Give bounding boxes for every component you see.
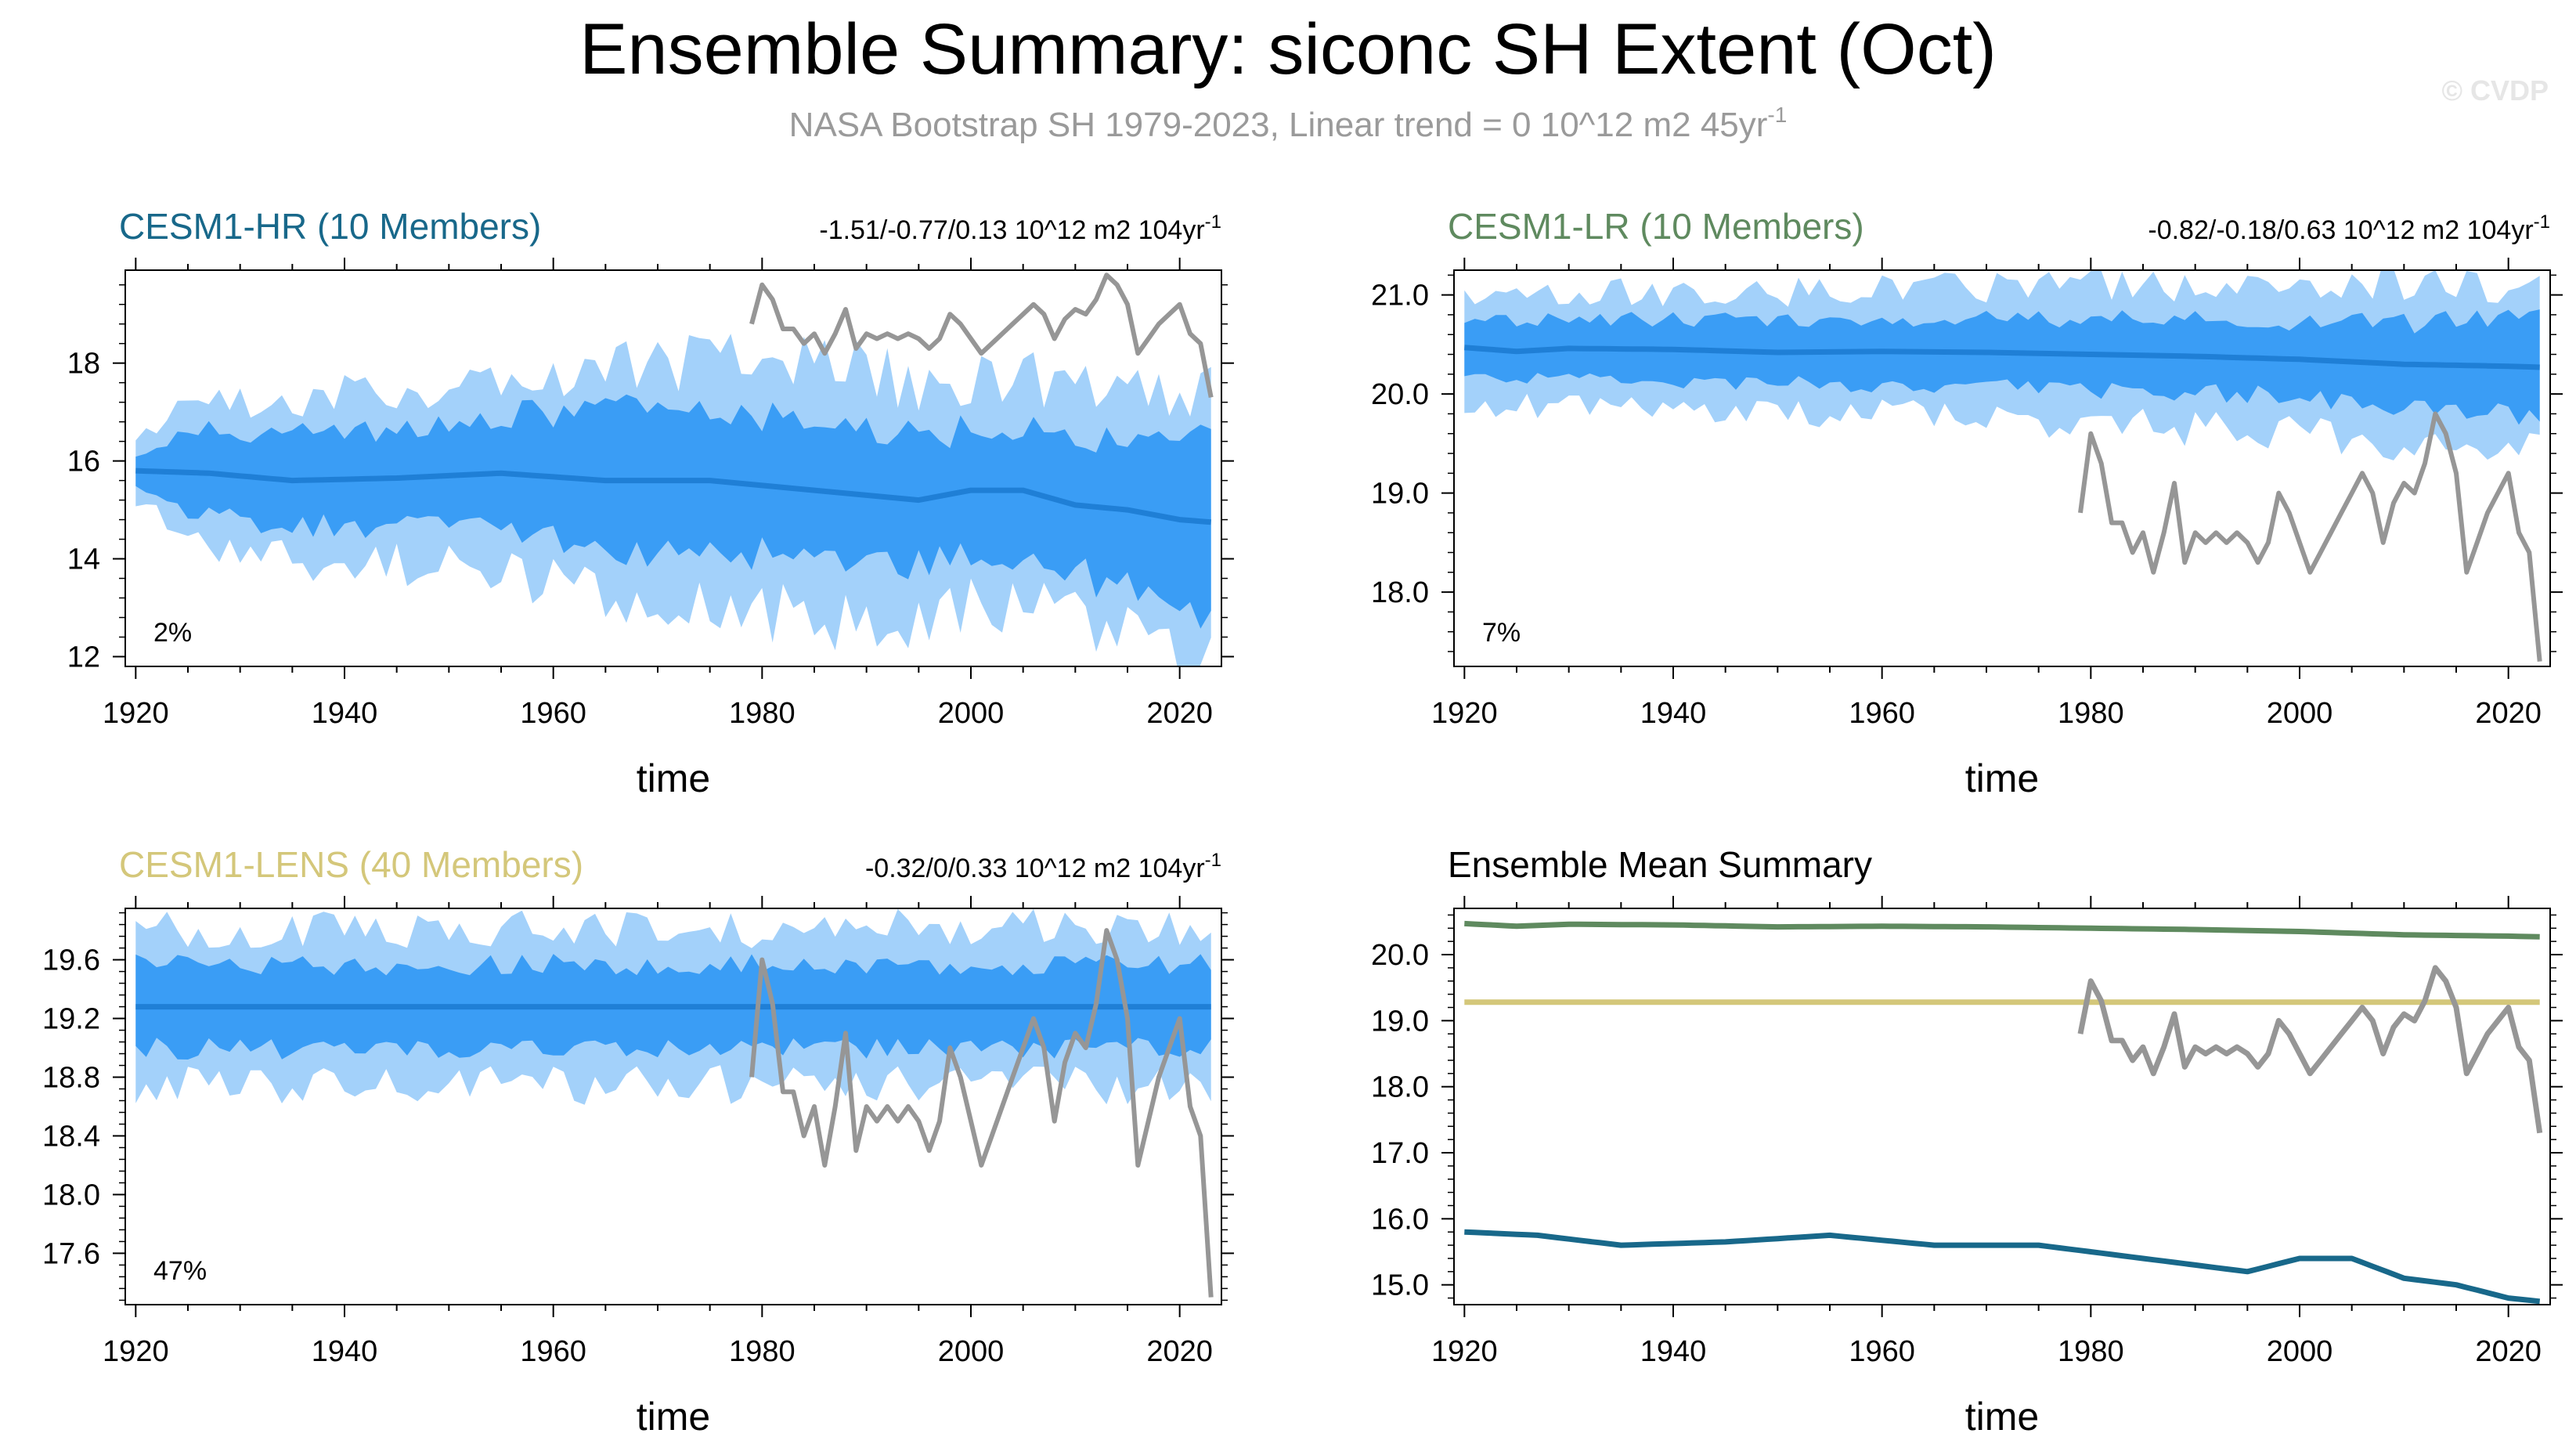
x-tick-label: 1940 bbox=[312, 697, 378, 730]
panel-title: CESM1-HR (10 Members) bbox=[119, 206, 541, 247]
percent-rank-label: 47% bbox=[153, 1256, 207, 1286]
observed-line bbox=[749, 928, 1214, 1298]
y-tick-label: 18 bbox=[67, 348, 100, 381]
plot-area-lens bbox=[135, 908, 1214, 1298]
y-tick-label: 18.0 bbox=[42, 1179, 100, 1211]
x-tick-label: 1980 bbox=[2058, 697, 2124, 730]
y-tick-label: 19.0 bbox=[1371, 478, 1429, 511]
y-tick-label: 18.0 bbox=[1371, 1071, 1429, 1104]
y-tick-label: 17.6 bbox=[42, 1237, 100, 1270]
x-tick-label: 1960 bbox=[520, 1335, 586, 1368]
plot-area-lr bbox=[1464, 270, 2542, 662]
trend-label: -0.32/0/0.33 10^12 m2 104yr-1 bbox=[865, 850, 1221, 883]
percent-rank-label: 7% bbox=[1482, 618, 1521, 648]
y-tick-label: 14 bbox=[67, 543, 100, 576]
series-line-nasa-bootstrap-sh bbox=[2077, 965, 2543, 1134]
percent-rank-label: 2% bbox=[153, 618, 192, 648]
y-tick-label: 18.8 bbox=[42, 1062, 100, 1095]
panels-container: 2%-1.51/-0.77/0.13 10^12 m2 104yr-1CESM1… bbox=[42, 206, 2563, 1439]
y-tick-label: 16.0 bbox=[1371, 1203, 1429, 1236]
x-tick-label: 1980 bbox=[729, 697, 796, 730]
plot-area-summary bbox=[1464, 920, 2543, 1305]
copyright-watermark: © CVDP bbox=[2441, 74, 2549, 107]
x-tick-label: 2000 bbox=[2267, 1335, 2333, 1368]
x-tick-label: 1980 bbox=[729, 1335, 796, 1368]
y-tick-label: 19.6 bbox=[42, 944, 100, 977]
x-tick-label: 1960 bbox=[1849, 1335, 1915, 1368]
figure-subtitle-main: NASA Bootstrap SH 1979-2023, Linear tren… bbox=[789, 106, 1768, 144]
x-tick-label: 1920 bbox=[1431, 1335, 1498, 1368]
x-tick-label: 2020 bbox=[1146, 1335, 1213, 1368]
x-tick-label: 1960 bbox=[520, 697, 586, 730]
trend-label-sup: -1 bbox=[2534, 211, 2550, 233]
panel-lens: 47% -0.32/0/0.33 10^12 m2 104yr-1 CESM1-LE… bbox=[42, 844, 1234, 1439]
trend-label: -1.51/-0.77/0.13 10^12 m2 104yr-1 bbox=[819, 211, 1221, 245]
x-tick-label: 1940 bbox=[1640, 697, 1707, 730]
trend-label-text: -0.32/0/0.33 10^12 m2 104yr bbox=[865, 854, 1205, 883]
x-axis-label: time bbox=[637, 1395, 710, 1439]
x-tick-label: 1920 bbox=[103, 1335, 169, 1368]
series-line-cesm1-hr bbox=[1464, 1229, 2541, 1305]
panel-title: Ensemble Mean Summary bbox=[1448, 844, 1872, 885]
trend-label-text: -1.51/-0.77/0.13 10^12 m2 104yr bbox=[819, 215, 1204, 245]
plot-frame bbox=[1453, 908, 2551, 1305]
ensemble-inner-band bbox=[1464, 309, 2540, 425]
observed-line bbox=[2078, 411, 2542, 662]
x-tick-label: 1920 bbox=[103, 697, 169, 730]
x-tick-label: 1940 bbox=[1640, 1335, 1707, 1368]
y-tick-label: 17.0 bbox=[1371, 1137, 1429, 1170]
x-axis-label: time bbox=[1965, 756, 2039, 800]
plot-frame bbox=[1453, 269, 2551, 667]
ensemble-mean-line bbox=[1464, 345, 2540, 370]
panel-summary: Ensemble Mean Summary 1920 1940 1960 1980 200… bbox=[1371, 844, 2563, 1439]
trend-label-sup: -1 bbox=[1205, 211, 1221, 233]
plot-area-hr bbox=[135, 273, 1214, 666]
plot-frame bbox=[124, 269, 1222, 667]
trend-label-text: -0.82/-0.18/0.63 10^12 m2 104yr bbox=[2148, 215, 2533, 245]
x-tick-label: 2020 bbox=[1146, 697, 1213, 730]
x-tick-label: 2020 bbox=[2475, 1335, 2542, 1368]
trend-label-sup: -1 bbox=[1205, 850, 1221, 871]
x-tick-label: 1920 bbox=[1431, 697, 1498, 730]
y-tick-label: 20.0 bbox=[1371, 378, 1429, 411]
series-line-cesm1-lr bbox=[1464, 920, 2540, 940]
x-axis-label: time bbox=[637, 756, 710, 800]
trend-label: -0.82/-0.18/0.63 10^12 m2 104yr-1 bbox=[2148, 211, 2550, 245]
x-tick-label: 2000 bbox=[2267, 697, 2333, 730]
y-tick-label: 19.0 bbox=[1371, 1005, 1429, 1038]
figure-title: Ensemble Summary: siconc SH Extent (Oct) bbox=[579, 9, 1997, 89]
y-tick-label: 19.2 bbox=[42, 1003, 100, 1036]
panel-title: CESM1-LENS (40 Members) bbox=[119, 844, 583, 885]
x-tick-label: 1980 bbox=[2058, 1335, 2124, 1368]
y-tick-label: 20.0 bbox=[1371, 939, 1429, 972]
y-tick-label: 15.0 bbox=[1371, 1269, 1429, 1302]
x-tick-label: 1960 bbox=[1849, 697, 1915, 730]
panel-hr: 2% -1.51/-0.77/0.13 10^12 m2 104yr-1 CESM1… bbox=[67, 206, 1234, 800]
y-tick-label: 12 bbox=[67, 641, 100, 674]
x-tick-label: 2020 bbox=[2475, 697, 2542, 730]
y-tick-label: 18.4 bbox=[42, 1120, 100, 1153]
y-tick-label: 21.0 bbox=[1371, 280, 1429, 312]
x-tick-label: 1940 bbox=[312, 1335, 378, 1368]
y-tick-label: 16 bbox=[67, 446, 100, 478]
x-tick-label: 2000 bbox=[938, 697, 1005, 730]
panel-title: CESM1-LR (10 Members) bbox=[1448, 206, 1864, 247]
ensemble-mean-line bbox=[135, 468, 1211, 525]
observed-line bbox=[749, 273, 1214, 398]
y-tick-label: 18.0 bbox=[1371, 576, 1429, 609]
plot-frame bbox=[124, 908, 1222, 1305]
x-tick-label: 2000 bbox=[938, 1335, 1005, 1368]
figure-subtitle-sup: -1 bbox=[1767, 103, 1787, 127]
x-axis-label: time bbox=[1965, 1395, 2039, 1439]
panel-lr: 7% -0.82/-0.18/0.63 10^12 m2 104yr-1 CESM1… bbox=[1371, 206, 2563, 800]
figure-subtitle: NASA Bootstrap SH 1979-2023, Linear tren… bbox=[789, 103, 1788, 144]
ensemble-inner-band bbox=[135, 394, 1211, 629]
